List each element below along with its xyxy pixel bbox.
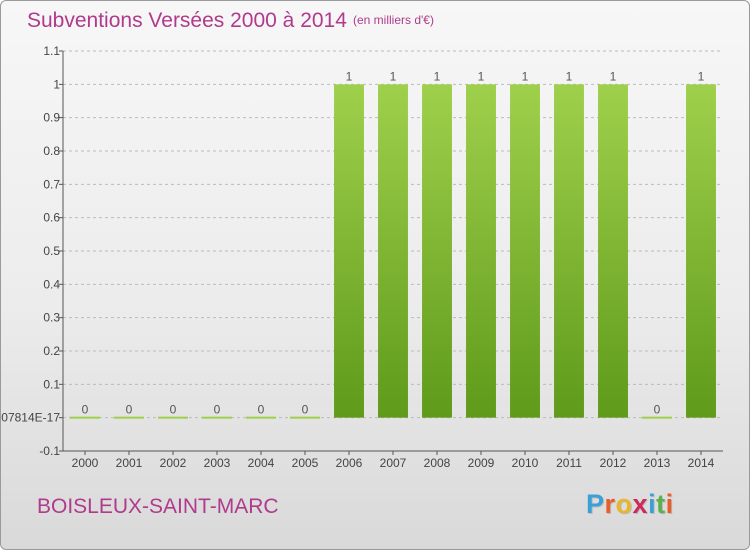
commune-name: BOISLEUX-SAINT-MARC <box>37 495 279 518</box>
y-tick-label: 0.8 <box>43 144 60 158</box>
bar-2001 <box>114 416 144 419</box>
x-tick-label-2006: 2006 <box>336 456 363 470</box>
proxiti-logo: Proxiti <box>586 489 674 520</box>
bar-2008 <box>422 84 452 418</box>
bar-2011 <box>554 84 584 418</box>
bar-2010 <box>510 84 540 418</box>
data-label-2014: 1 <box>698 69 705 83</box>
data-label-2000: 0 <box>82 403 89 417</box>
data-label-2003: 0 <box>214 403 221 417</box>
y-tick-label: 0.6 <box>43 211 60 225</box>
x-tick-label-2007: 2007 <box>380 456 407 470</box>
x-tick-label-2010: 2010 <box>512 456 539 470</box>
bar-2013 <box>642 416 672 419</box>
bar-2009 <box>466 84 496 418</box>
x-tick-label-2013: 2013 <box>644 456 671 470</box>
x-tick-label-2003: 2003 <box>204 456 231 470</box>
x-tick-label-2014: 2014 <box>688 456 715 470</box>
bar-2007 <box>378 84 408 418</box>
data-label-2001: 0 <box>126 403 133 417</box>
data-label-2005: 0 <box>302 403 309 417</box>
bar-2004 <box>246 416 276 419</box>
y-tick-label: 0.4 <box>43 277 60 291</box>
logo-letter: P <box>586 489 605 519</box>
y-tick-label: 0.5 <box>43 244 60 258</box>
x-tick-label-2004: 2004 <box>248 456 275 470</box>
unit-note: (en milliers d'€) <box>353 13 434 27</box>
x-tick-label-2012: 2012 <box>600 456 627 470</box>
x-tick-label-2009: 2009 <box>468 456 495 470</box>
data-label-2010: 1 <box>522 69 529 83</box>
data-label-2002: 0 <box>170 403 177 417</box>
logo-letter: i <box>648 489 657 519</box>
bar-2002 <box>158 416 188 419</box>
x-tick-label-2005: 2005 <box>292 456 319 470</box>
bar-2014 <box>686 84 716 418</box>
logo-letter: r <box>604 489 616 519</box>
x-tick-label-2011: 2011 <box>556 456 582 470</box>
y-tick-label: 0.1 <box>43 377 60 391</box>
x-tick-label-2000: 2000 <box>72 456 99 470</box>
y-tick-label: 0.9 <box>43 111 60 125</box>
bar-2003 <box>202 416 232 419</box>
data-label-2004: 0 <box>258 403 265 417</box>
data-label-2007: 1 <box>390 69 397 83</box>
bar-2012 <box>598 84 628 418</box>
y-tick-label: 0.7 <box>43 177 60 191</box>
data-label-2008: 1 <box>434 69 441 83</box>
logo-letter: t <box>656 489 666 519</box>
y-tick-label: 1 <box>53 77 60 91</box>
x-tick-label-2002: 2002 <box>160 456 187 470</box>
data-label-2009: 1 <box>478 69 485 83</box>
bar-2005 <box>290 416 320 419</box>
logo-letter: i <box>665 489 674 519</box>
y-tick-label: 1.1 <box>43 44 60 58</box>
y-tick-label: -0.1 <box>39 444 60 458</box>
logo-letter: o <box>615 489 633 519</box>
data-label-2012: 1 <box>610 69 617 83</box>
x-tick-label-2001: 2001 <box>116 456 143 470</box>
data-label-2006: 1 <box>346 69 353 83</box>
chart-title: Subventions Versées 2000 à 2014 <box>27 9 347 32</box>
y-tick-label: 1.3877787807814E-17 <box>1 411 60 425</box>
bar-2000 <box>70 416 100 419</box>
bar-2006 <box>334 84 364 418</box>
y-tick-label: 0.2 <box>43 344 60 358</box>
data-label-2013: 0 <box>654 403 661 417</box>
logo-letter: x <box>632 489 649 519</box>
data-label-2011: 1 <box>566 69 573 83</box>
x-tick-label-2008: 2008 <box>424 456 451 470</box>
y-tick-label: 0.3 <box>43 311 60 325</box>
